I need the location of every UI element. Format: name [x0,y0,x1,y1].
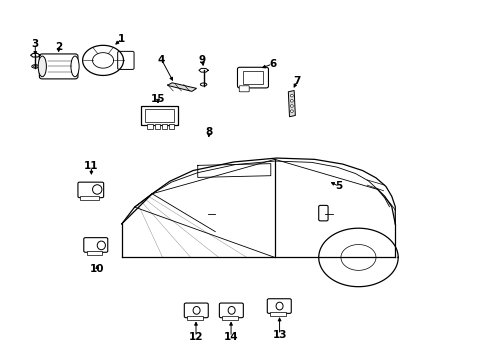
FancyBboxPatch shape [118,51,134,69]
FancyBboxPatch shape [187,316,203,320]
Text: 3: 3 [32,39,39,49]
FancyBboxPatch shape [222,316,238,320]
Ellipse shape [290,100,293,102]
Text: 14: 14 [224,332,238,342]
Ellipse shape [97,241,105,250]
Ellipse shape [200,83,206,86]
FancyBboxPatch shape [267,299,291,313]
FancyBboxPatch shape [154,123,160,129]
Text: 4: 4 [158,54,165,64]
Text: 5: 5 [335,181,342,192]
FancyBboxPatch shape [184,303,208,318]
Ellipse shape [290,110,293,112]
FancyBboxPatch shape [86,251,102,255]
Ellipse shape [290,105,293,107]
Ellipse shape [290,94,293,97]
Text: 8: 8 [205,127,213,137]
FancyBboxPatch shape [145,109,174,122]
FancyBboxPatch shape [141,106,178,125]
Ellipse shape [38,56,46,77]
Ellipse shape [32,65,39,68]
FancyBboxPatch shape [83,238,107,252]
Text: 1: 1 [118,34,125,44]
FancyBboxPatch shape [78,182,103,198]
FancyBboxPatch shape [161,123,167,129]
FancyBboxPatch shape [147,123,153,129]
Text: 9: 9 [199,54,205,64]
FancyBboxPatch shape [239,86,249,92]
Ellipse shape [276,302,283,310]
Text: 10: 10 [90,265,104,274]
Polygon shape [167,83,196,91]
Ellipse shape [34,66,37,67]
Text: 2: 2 [55,42,62,53]
FancyBboxPatch shape [242,71,263,84]
FancyBboxPatch shape [270,312,285,315]
Ellipse shape [193,306,200,314]
Text: 7: 7 [293,76,300,86]
Ellipse shape [228,306,235,314]
FancyBboxPatch shape [318,206,327,221]
Text: 13: 13 [272,330,286,340]
FancyBboxPatch shape [40,54,78,79]
Text: 6: 6 [268,59,276,69]
Polygon shape [288,90,295,117]
FancyBboxPatch shape [237,67,268,88]
Ellipse shape [92,185,102,194]
Text: 11: 11 [84,161,99,171]
FancyBboxPatch shape [80,196,99,200]
Ellipse shape [71,56,79,77]
Text: 15: 15 [150,94,165,104]
Text: 12: 12 [188,332,203,342]
FancyBboxPatch shape [168,123,174,129]
FancyBboxPatch shape [219,303,243,318]
